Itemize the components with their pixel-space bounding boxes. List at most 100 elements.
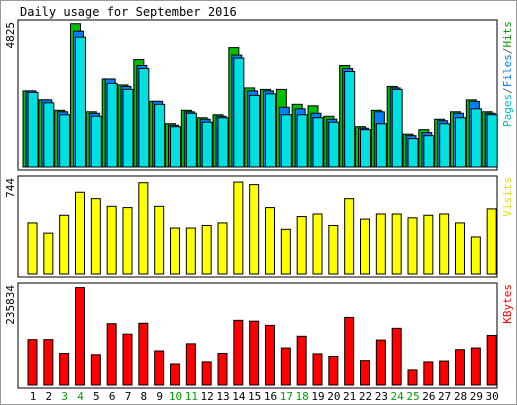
bar-kbytes-day-7 <box>122 333 133 386</box>
legend-label-part: Hits <box>501 21 514 48</box>
bar-pages-day-10 <box>170 126 181 168</box>
bar-kbytes-day-22 <box>360 360 370 386</box>
bar-pages-day-29 <box>470 108 482 168</box>
bar-pages-day-21 <box>344 70 356 168</box>
bar-kbytes-day-17 <box>280 347 291 386</box>
bar-kbytes-day-8 <box>138 322 149 386</box>
bar-pages-day-17 <box>280 114 292 168</box>
bar-pages-day-6 <box>106 82 118 168</box>
bar-visits-day-15 <box>249 184 260 275</box>
bar-kbytes-day-9 <box>154 350 165 386</box>
bar-visits-day-29 <box>470 236 481 275</box>
bar-visits-day-24 <box>391 213 402 275</box>
x-tick-label-day-13: 13 <box>216 390 229 403</box>
y-tick-max-label: 4825 <box>4 22 17 49</box>
bar-kbytes-day-10 <box>170 363 180 386</box>
bar-visits-day-4 <box>75 191 85 275</box>
x-tick-label-day-5: 5 <box>93 390 100 403</box>
x-tick-label-day-10: 10 <box>169 390 182 403</box>
bar-visits-day-16 <box>265 207 275 275</box>
bar-kbytes-day-26 <box>423 361 434 386</box>
x-axis-day-labels: 1 2 3 4 5 6 7 8 9 10 11 12 13 14 15 16 17 18 19 20 21 22 23 24 2… <box>30 390 499 403</box>
bar-pages-day-30 <box>486 114 498 168</box>
bar-visits-day-23 <box>375 213 386 275</box>
bar-pages-day-15 <box>249 94 261 168</box>
bar-visits-day-13 <box>217 222 228 275</box>
y-tick-max-label: 744 <box>4 178 17 198</box>
bar-pages-day-4 <box>75 36 86 168</box>
panel-visits: 744 Visits <box>4 175 514 278</box>
bar-kbytes-day-18 <box>296 335 307 386</box>
panel-legend-label: KBytes <box>501 284 514 324</box>
bar-kbytes-day-30 <box>486 334 497 386</box>
x-tick-label-day-6: 6 <box>109 390 116 403</box>
bar-kbytes-day-3 <box>59 353 70 386</box>
bar-kbytes-day-21 <box>344 316 355 386</box>
x-tick-label-day-20: 20 <box>327 390 340 403</box>
panel-kbytes: 235834 KBytes <box>4 282 514 389</box>
bar-pages-day-28 <box>455 117 466 168</box>
bar-visits-day-19 <box>312 213 323 275</box>
bar-kbytes-day-14 <box>233 319 244 386</box>
bar-visits-day-9 <box>154 205 165 275</box>
bar-kbytes-day-13 <box>217 353 228 386</box>
bar-pages-day-5 <box>90 115 102 168</box>
bar-pages-day-1 <box>27 91 39 168</box>
x-tick-label-day-26: 26 <box>422 390 435 403</box>
legend-label-part: KBytes <box>501 284 514 324</box>
bar-pages-day-13 <box>217 117 229 168</box>
bar-pages-day-27 <box>439 123 451 168</box>
bar-pages-day-16 <box>265 93 276 168</box>
panel-legend-label: Pages/Files/Hits <box>501 21 514 127</box>
x-tick-label-day-25: 25 <box>406 390 419 403</box>
chart-title: Daily usage for September 2016 <box>20 5 237 19</box>
bar-visits-day-17 <box>280 228 291 275</box>
bar-pages-day-2 <box>43 102 55 168</box>
bar-kbytes-day-5 <box>90 354 101 386</box>
bar-pages-day-18 <box>296 114 308 168</box>
bar-pages-day-11 <box>185 112 197 168</box>
x-tick-label-day-17: 17 <box>280 390 293 403</box>
bar-kbytes-day-11 <box>185 343 196 386</box>
y-tick-max-label: 235834 <box>4 285 17 325</box>
bar-kbytes-day-2 <box>43 339 54 386</box>
bar-visits-day-21 <box>344 198 355 275</box>
bar-pages-day-20 <box>328 121 340 168</box>
x-tick-label-day-21: 21 <box>343 390 356 403</box>
bar-kbytes-day-4 <box>75 287 85 386</box>
bar-kbytes-day-6 <box>106 323 117 386</box>
bar-kbytes-day-1 <box>27 339 38 386</box>
bar-visits-day-7 <box>122 207 133 275</box>
legend-label-part: Files <box>501 54 514 87</box>
x-tick-label-day-15: 15 <box>248 390 261 403</box>
x-tick-label-day-14: 14 <box>232 390 246 403</box>
bar-visits-day-20 <box>328 224 339 275</box>
bar-pages-day-23 <box>375 123 387 168</box>
x-tick-label-day-8: 8 <box>141 390 148 403</box>
bar-visits-day-1 <box>27 222 38 275</box>
legend-label-part: Pages <box>501 94 514 127</box>
bar-kbytes-day-19 <box>312 353 323 386</box>
bar-kbytes-day-15 <box>249 320 260 386</box>
x-tick-label-day-3: 3 <box>61 390 68 403</box>
bar-kbytes-day-29 <box>470 347 481 386</box>
bar-visits-day-2 <box>43 232 54 275</box>
bar-visits-day-26 <box>423 214 434 275</box>
bar-visits-day-18 <box>296 216 307 275</box>
x-tick-label-day-7: 7 <box>125 390 132 403</box>
bar-kbytes-day-27 <box>439 360 450 386</box>
bar-visits-day-28 <box>455 222 465 275</box>
x-tick-label-day-28: 28 <box>454 390 467 403</box>
bar-kbytes-day-28 <box>455 349 465 386</box>
legend-label-part: Visits <box>501 177 514 217</box>
legend-label-part: / <box>501 87 514 94</box>
x-tick-label-day-16: 16 <box>264 390 277 403</box>
bar-kbytes-day-23 <box>375 339 386 386</box>
x-tick-label-day-1: 1 <box>30 390 37 403</box>
x-tick-label-day-11: 11 <box>185 390 198 403</box>
bar-visits-day-30 <box>486 208 497 275</box>
x-tick-label-day-29: 29 <box>470 390 483 403</box>
x-tick-label-day-24: 24 <box>391 390 405 403</box>
